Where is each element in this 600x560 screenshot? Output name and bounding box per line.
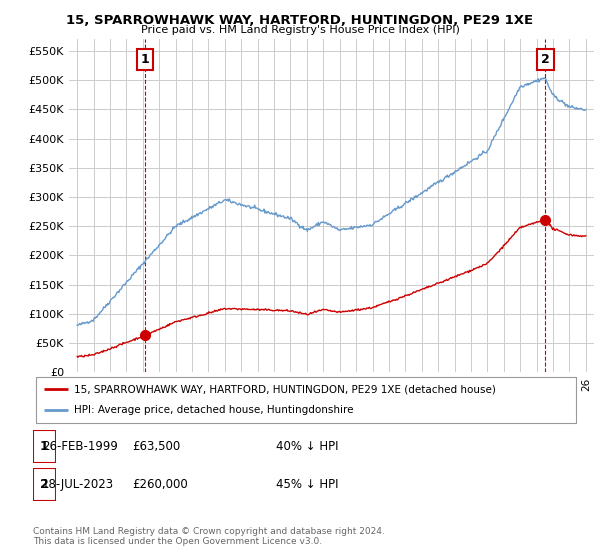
Text: 26-FEB-1999: 26-FEB-1999	[42, 440, 118, 453]
Text: 15, SPARROWHAWK WAY, HARTFORD, HUNTINGDON, PE29 1XE (detached house): 15, SPARROWHAWK WAY, HARTFORD, HUNTINGDO…	[74, 384, 496, 394]
FancyBboxPatch shape	[36, 377, 576, 423]
Text: 1: 1	[40, 440, 49, 453]
Text: 1: 1	[141, 53, 149, 66]
Text: 45% ↓ HPI: 45% ↓ HPI	[276, 478, 338, 491]
Text: £63,500: £63,500	[132, 440, 180, 453]
Text: HPI: Average price, detached house, Huntingdonshire: HPI: Average price, detached house, Hunt…	[74, 405, 353, 416]
Text: 40% ↓ HPI: 40% ↓ HPI	[276, 440, 338, 453]
Text: 2: 2	[541, 53, 550, 66]
Text: £260,000: £260,000	[132, 478, 188, 491]
FancyBboxPatch shape	[33, 430, 56, 463]
Text: Contains HM Land Registry data © Crown copyright and database right 2024.
This d: Contains HM Land Registry data © Crown c…	[33, 526, 385, 546]
Text: 15, SPARROWHAWK WAY, HARTFORD, HUNTINGDON, PE29 1XE: 15, SPARROWHAWK WAY, HARTFORD, HUNTINGDO…	[67, 14, 533, 27]
Text: 18-JUL-2023: 18-JUL-2023	[42, 478, 114, 491]
FancyBboxPatch shape	[33, 468, 56, 501]
Text: Price paid vs. HM Land Registry's House Price Index (HPI): Price paid vs. HM Land Registry's House …	[140, 25, 460, 35]
Text: 2: 2	[40, 478, 49, 491]
